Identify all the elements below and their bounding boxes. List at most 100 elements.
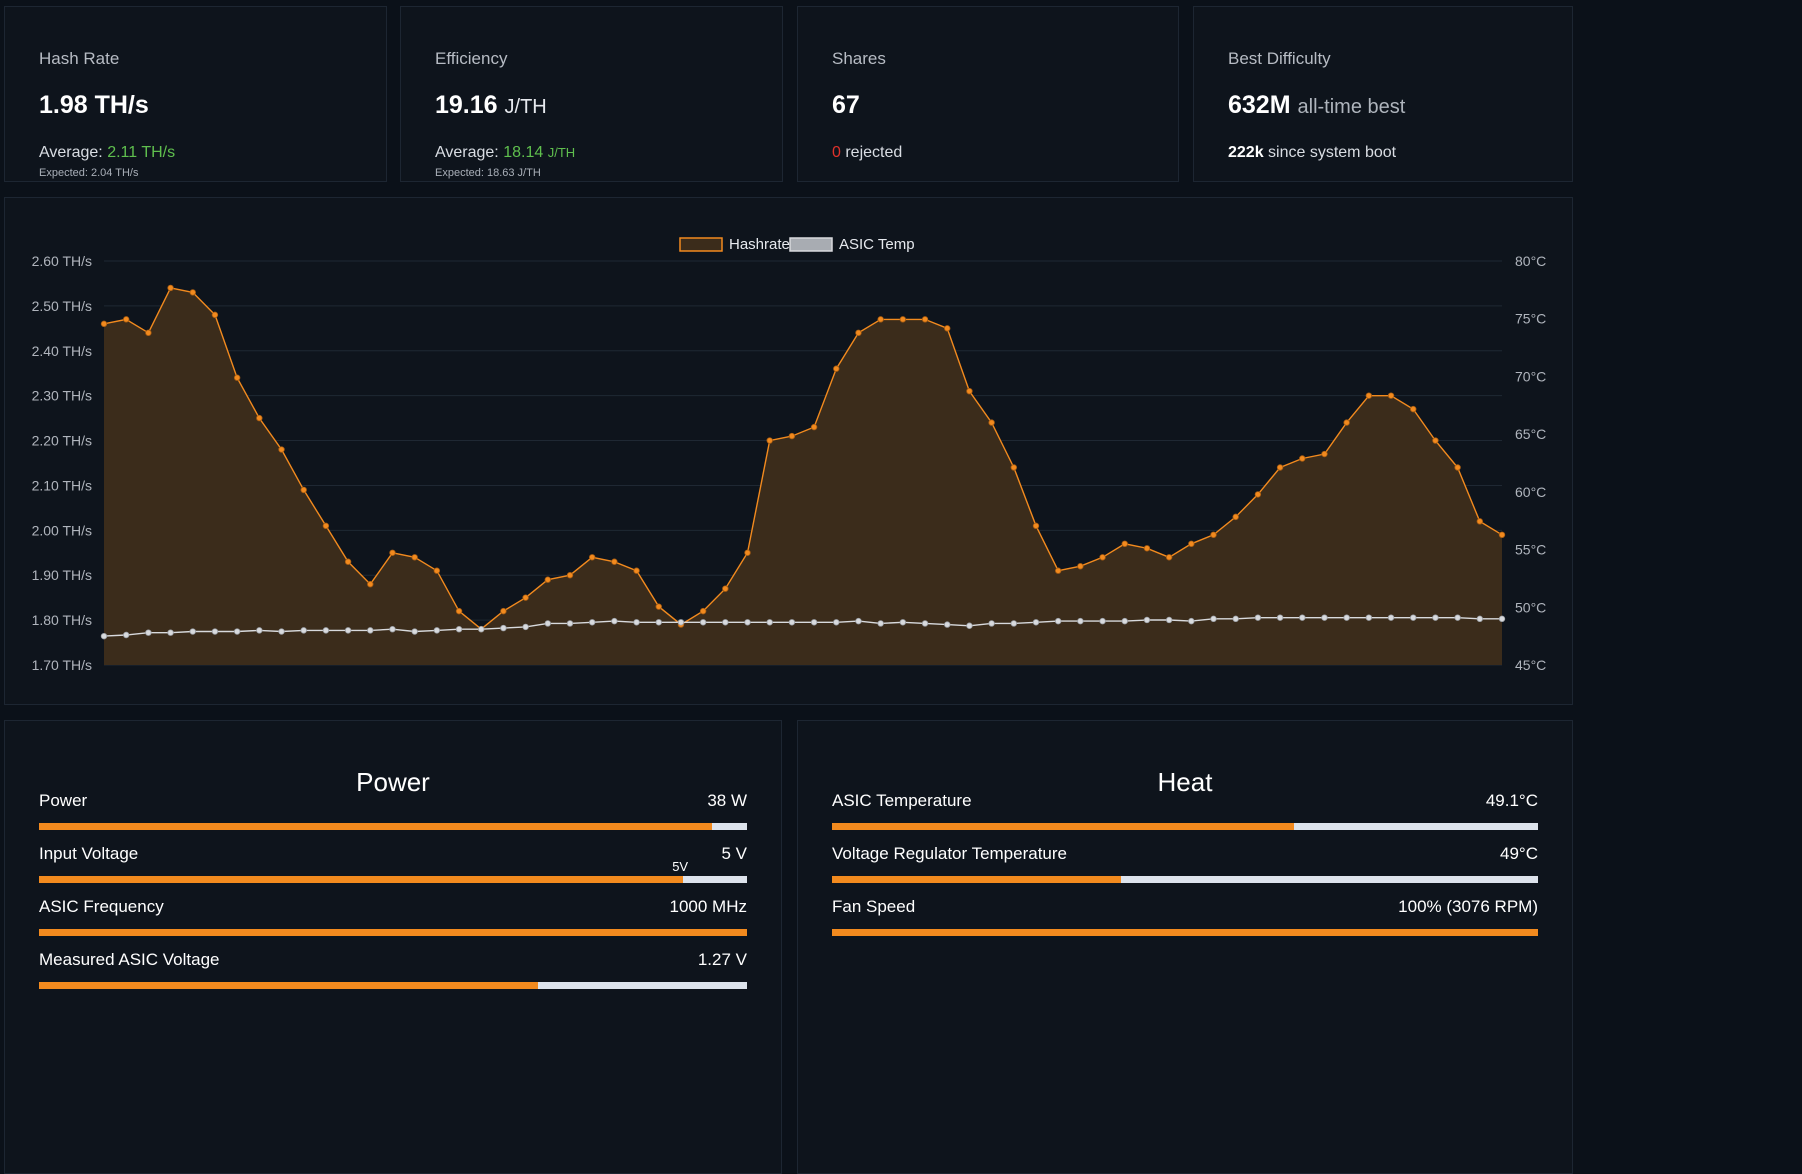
asic-temp-point[interactable] bbox=[944, 621, 951, 628]
hashrate-point[interactable] bbox=[833, 365, 840, 372]
hashrate-point[interactable] bbox=[899, 316, 907, 323]
asic-temp-point[interactable] bbox=[1099, 617, 1106, 625]
hashrate-point[interactable] bbox=[810, 423, 818, 431]
hashrate-point[interactable] bbox=[322, 522, 330, 530]
hashrate-point[interactable] bbox=[633, 567, 640, 574]
asic-temp-point[interactable] bbox=[722, 619, 729, 626]
hashrate-point[interactable] bbox=[1343, 419, 1350, 426]
asic-temp-point[interactable] bbox=[544, 620, 552, 627]
asic-temp-point[interactable] bbox=[1188, 617, 1195, 625]
asic-temp-point[interactable] bbox=[1143, 616, 1151, 624]
asic-temp-point[interactable] bbox=[344, 627, 352, 634]
asic-temp-point[interactable] bbox=[677, 619, 685, 626]
asic-temp-point[interactable] bbox=[122, 631, 130, 639]
asic-temp-point[interactable] bbox=[211, 628, 219, 635]
hashrate-point[interactable] bbox=[1410, 405, 1417, 413]
hashrate-point[interactable] bbox=[1032, 522, 1040, 530]
asic-temp-point[interactable] bbox=[1498, 615, 1506, 623]
hashrate-point[interactable] bbox=[966, 387, 973, 395]
asic-temp-point[interactable] bbox=[1432, 614, 1439, 621]
asic-temp-point[interactable] bbox=[522, 623, 529, 631]
asic-temp-point[interactable] bbox=[766, 619, 773, 626]
hashrate-point[interactable] bbox=[855, 329, 862, 337]
hashrate-point[interactable] bbox=[211, 311, 219, 319]
legend-asic-temp-swatch[interactable] bbox=[789, 237, 833, 252]
hashrate-point[interactable] bbox=[167, 284, 174, 292]
asic-temp-point[interactable] bbox=[1077, 617, 1084, 625]
asic-temp-point[interactable] bbox=[1476, 615, 1484, 623]
asic-temp-point[interactable] bbox=[1254, 614, 1262, 621]
hashrate-point[interactable] bbox=[1254, 491, 1262, 498]
asic-temp-point[interactable] bbox=[1032, 619, 1040, 626]
hashrate-point[interactable] bbox=[722, 585, 729, 592]
asic-temp-point[interactable] bbox=[1365, 614, 1373, 621]
asic-temp-point[interactable] bbox=[1054, 617, 1062, 625]
asic-temp-point[interactable] bbox=[611, 617, 618, 625]
asic-temp-point[interactable] bbox=[100, 632, 108, 640]
asic-temp-point[interactable] bbox=[744, 619, 751, 626]
hashrate-point[interactable] bbox=[367, 581, 374, 588]
asic-temp-point[interactable] bbox=[1387, 614, 1395, 621]
hashrate-point[interactable] bbox=[522, 594, 529, 601]
asic-temp-point[interactable] bbox=[810, 619, 818, 626]
asic-temp-point[interactable] bbox=[1165, 616, 1173, 624]
hashrate-point[interactable] bbox=[1432, 437, 1439, 444]
legend-asic-temp-label[interactable]: ASIC Temp bbox=[839, 236, 915, 253]
hashrate-point[interactable] bbox=[256, 414, 263, 422]
asic-temp-point[interactable] bbox=[167, 629, 174, 636]
asic-temp-point[interactable] bbox=[389, 626, 396, 633]
asic-temp-point[interactable] bbox=[833, 619, 840, 626]
asic-temp-point[interactable] bbox=[1410, 614, 1417, 621]
hashrate-point[interactable] bbox=[1321, 450, 1328, 458]
hashrate-point[interactable] bbox=[389, 549, 396, 556]
asic-temp-point[interactable] bbox=[655, 619, 662, 626]
hashrate-point[interactable] bbox=[1299, 455, 1306, 462]
hashrate-point[interactable] bbox=[233, 374, 241, 381]
hashrate-point[interactable] bbox=[588, 554, 596, 561]
asic-temp-point[interactable] bbox=[433, 627, 441, 634]
hashrate-point[interactable] bbox=[1387, 392, 1395, 399]
asic-temp-point[interactable] bbox=[256, 627, 263, 634]
hashrate-point[interactable] bbox=[1476, 518, 1484, 525]
hashrate-point[interactable] bbox=[611, 558, 618, 565]
hashrate-point[interactable] bbox=[411, 554, 418, 561]
asic-temp-point[interactable] bbox=[1121, 617, 1128, 625]
hashrate-point[interactable] bbox=[944, 325, 951, 332]
hashrate-point[interactable] bbox=[1232, 513, 1239, 521]
asic-temp-point[interactable] bbox=[988, 620, 995, 627]
chart-legend[interactable]: Hashrate ASIC Temp bbox=[679, 236, 915, 253]
asic-temp-point[interactable] bbox=[1010, 620, 1018, 627]
asic-temp-point[interactable] bbox=[788, 619, 796, 626]
hashrate-point[interactable] bbox=[1276, 464, 1284, 471]
hashrate-point[interactable] bbox=[1365, 392, 1373, 399]
asic-temp-point[interactable] bbox=[588, 619, 596, 626]
hashrate-point[interactable] bbox=[1210, 531, 1217, 539]
asic-temp-point[interactable] bbox=[1299, 614, 1306, 621]
asic-temp-point[interactable] bbox=[145, 629, 152, 636]
hashrate-point[interactable] bbox=[877, 316, 884, 323]
asic-temp-point[interactable] bbox=[1454, 614, 1461, 621]
asic-temp-point[interactable] bbox=[322, 627, 330, 634]
hashrate-point[interactable] bbox=[988, 419, 995, 426]
hashrate-point[interactable] bbox=[566, 572, 574, 579]
hashrate-point[interactable] bbox=[433, 567, 441, 574]
asic-temp-point[interactable] bbox=[1321, 614, 1328, 621]
asic-temp-point[interactable] bbox=[367, 627, 374, 634]
hashrate-point[interactable] bbox=[766, 437, 773, 444]
asic-temp-point[interactable] bbox=[1276, 614, 1284, 621]
hashrate-point[interactable] bbox=[300, 486, 307, 494]
asic-temp-point[interactable] bbox=[921, 620, 929, 627]
asic-temp-point[interactable] bbox=[1210, 615, 1217, 623]
asic-temp-point[interactable] bbox=[699, 619, 707, 626]
hashrate-point[interactable] bbox=[1010, 464, 1018, 471]
hashrate-point[interactable] bbox=[1188, 540, 1195, 547]
asic-temp-point[interactable] bbox=[478, 626, 485, 633]
asic-temp-point[interactable] bbox=[500, 624, 507, 632]
legend-hashrate-swatch[interactable] bbox=[679, 237, 723, 252]
asic-temp-point[interactable] bbox=[189, 628, 196, 635]
hashrate-point[interactable] bbox=[788, 432, 796, 440]
hashrate-point[interactable] bbox=[1077, 563, 1084, 570]
hashrate-point[interactable] bbox=[1454, 464, 1461, 471]
hashrate-point[interactable] bbox=[1498, 531, 1506, 539]
asic-temp-point[interactable] bbox=[233, 628, 241, 635]
